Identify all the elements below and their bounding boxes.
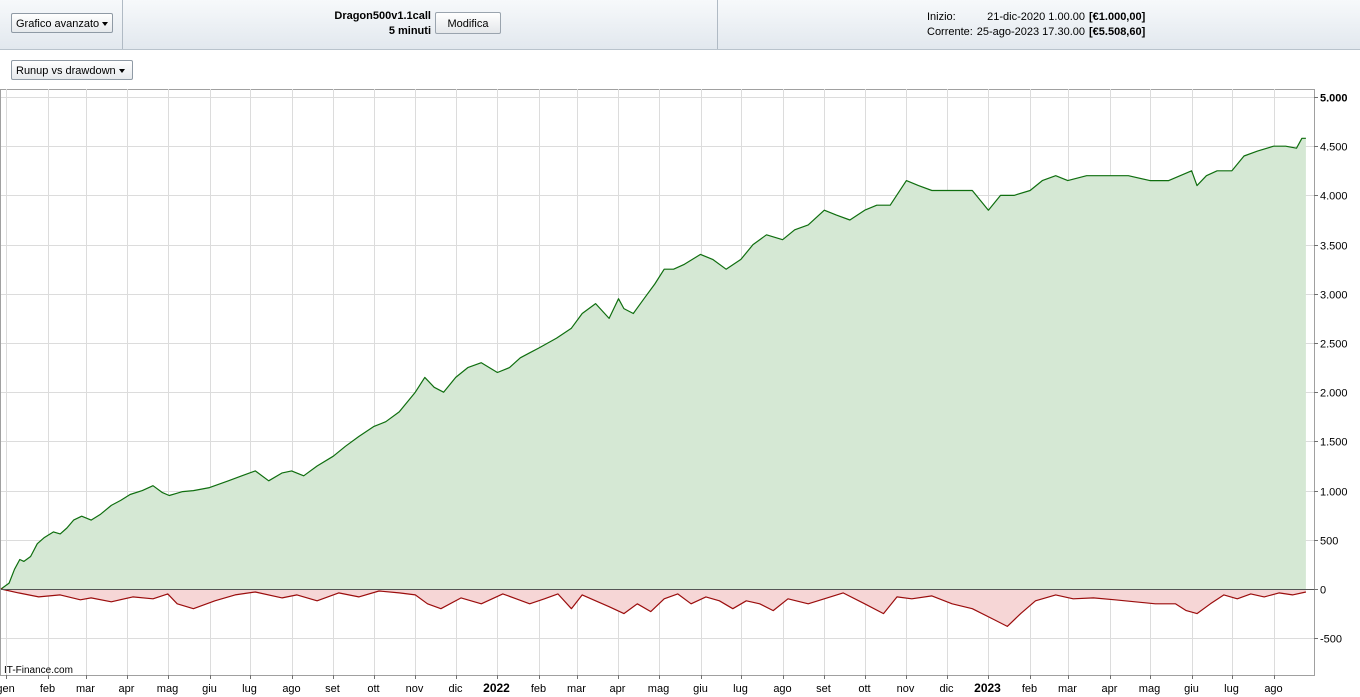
x-tick-label: mar [76,683,95,695]
y-tick-label: 4.000 [1320,191,1348,203]
chevron-down-icon [102,22,109,27]
y-tick-label: 2.000 [1320,388,1348,400]
y-tick-label: 0 [1320,585,1326,597]
x-tick-label: apr [610,683,626,695]
start-value: [€1.000,00] [1089,11,1146,23]
x-tick-label: dic [448,683,463,695]
chart-type-dropdown[interactable]: Runup vs drawdown [11,60,133,80]
chart-mode-dropdown[interactable]: Grafico avanzato [11,13,113,33]
x-tick-label: lug [1224,683,1239,695]
x-tick-label: giu [693,683,708,695]
y-tick-label: 1.500 [1320,437,1348,449]
top-toolbar: Grafico avanzato Dragon500v1.1call 5 min… [0,0,1360,50]
current-datetime: 25-ago-2023 17.30.00 [976,26,1085,38]
strategy-timeframe: 5 minuti [388,25,431,37]
x-tick-label: mag [648,683,669,695]
chart-mode-label: Grafico avanzato [16,18,100,30]
current-value: [€5.508,60] [1089,26,1146,38]
plot-frame [0,89,1315,676]
x-tick-label: feb [531,683,546,695]
x-tick-label: 2023 [974,681,1001,695]
x-tick-label: apr [1102,683,1118,695]
start-datetime: 21-dic-2020 1.00.00 [987,11,1085,23]
current-label: Corrente: [927,26,973,38]
x-tick-label: nov [897,683,915,695]
x-tick-label: 2022 [483,681,510,695]
x-tick-label: ott [367,683,379,695]
x-tick-label: lug [242,683,257,695]
watermark: IT-Finance.com [4,665,73,676]
strategy-name: Dragon500v1.1call [334,10,431,22]
start-label: Inizio: [927,11,956,23]
x-tick-label: mar [1058,683,1077,695]
x-tick-label: giu [1184,683,1199,695]
x-tick-label: ago [282,683,300,695]
runup-area [1,138,1306,590]
drawdown-line [0,588,1307,627]
edit-button[interactable]: Modifica [435,12,501,34]
chart-type-label: Runup vs drawdown [16,65,116,77]
x-tick-label: feb [40,683,55,695]
x-tick-label: feb [1022,683,1037,695]
x-tick-label: set [816,683,831,695]
chevron-down-icon [118,69,125,74]
x-tick-label: mag [157,683,178,695]
runup-line [0,137,1306,590]
y-tick-label: 2.500 [1320,339,1348,351]
x-tick-label: dic [939,683,954,695]
x-tick-label: apr [119,683,135,695]
x-tick-label: nov [406,683,424,695]
x-tick-label: mag [1139,683,1160,695]
x-tick-label: gen [0,683,15,695]
x-tick-label: set [325,683,340,695]
y-tick-label: 1.000 [1320,487,1348,499]
y-tick-label: 4.500 [1320,142,1348,154]
y-tick-label: 3.500 [1320,241,1348,253]
y-tick-label: 3.000 [1320,290,1348,302]
y-tick-label: -500 [1320,634,1342,646]
x-tick-label: giu [202,683,217,695]
x-tick-label: mar [567,683,586,695]
x-tick-label: lug [733,683,748,695]
y-tick-label: 5.000 [1320,93,1348,105]
toolbar-divider [122,0,123,49]
x-tick-label: ott [858,683,870,695]
axis-layer: 5.000 4.500 4.000 3.500 3.000 2.500 2.000 1.500… [0,93,1348,696]
toolbar-divider [717,0,718,49]
y-tick-label: 500 [1320,536,1338,548]
drawdown-area [1,589,1306,627]
x-tick-label: ago [773,683,791,695]
area-layer [0,137,1314,627]
x-tick-label: ago [1264,683,1282,695]
